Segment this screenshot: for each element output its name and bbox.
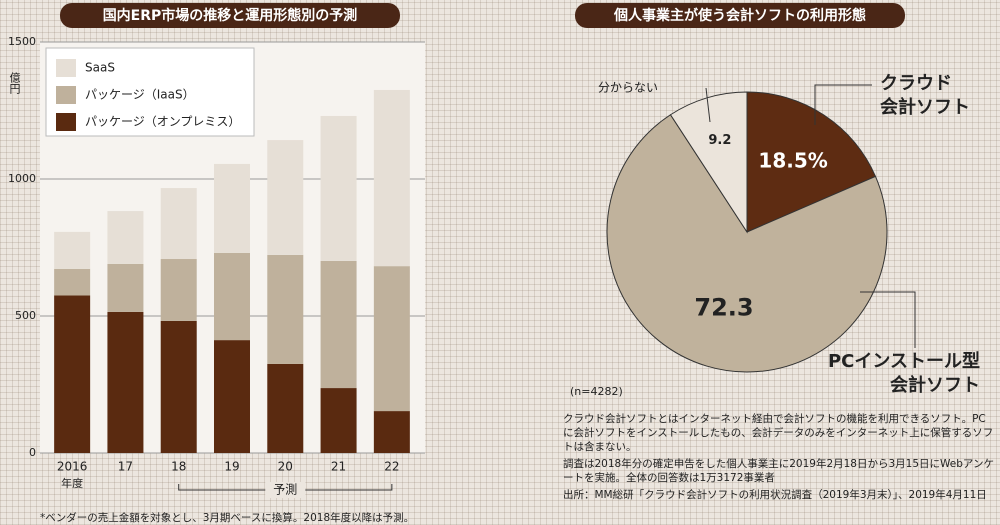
y-tick-label: 1000 bbox=[8, 172, 36, 185]
bar-segment bbox=[54, 268, 91, 296]
x-tick-label: 22 bbox=[384, 460, 399, 474]
category-label: クラウド bbox=[880, 73, 952, 94]
bar-segment bbox=[214, 252, 250, 341]
bar-segment bbox=[267, 363, 304, 453]
bar-segment bbox=[320, 115, 357, 261]
value-label: 18.5% bbox=[758, 148, 827, 172]
callout-line bbox=[705, 87, 711, 123]
y-tick-label: 500 bbox=[15, 309, 36, 322]
chart-title: 個人事業主が使う会計ソフトの利用形態 bbox=[613, 7, 866, 24]
bar-segment bbox=[107, 311, 144, 453]
sample-size: (n=4282) bbox=[570, 385, 623, 398]
category-label: PCインストール型 bbox=[828, 350, 980, 372]
legend-box bbox=[45, 47, 255, 137]
bar-segment bbox=[267, 254, 304, 364]
bar-segment bbox=[160, 320, 197, 453]
title-pill bbox=[575, 3, 905, 28]
bar-segment bbox=[54, 295, 91, 453]
bar-segment bbox=[320, 388, 357, 453]
bar-segment bbox=[160, 188, 197, 260]
bar-segment bbox=[373, 411, 410, 453]
bar-segment bbox=[373, 266, 410, 412]
bar-segment bbox=[160, 259, 197, 321]
note: 出所：MM総研「クラウド会計ソフトの利用状況調査（2019年3月末）」、2019… bbox=[563, 489, 987, 501]
legend-swatch bbox=[56, 113, 76, 131]
notes: クラウド会計ソフトとはインターネット経由で会計ソフトの機能を利用できるソフト。P… bbox=[563, 412, 995, 505]
bar-segment bbox=[373, 89, 410, 267]
pie-slice bbox=[746, 91, 877, 233]
title-pill bbox=[60, 3, 400, 28]
bar-segment bbox=[54, 231, 91, 269]
legend-label: SaaS bbox=[85, 61, 115, 75]
bar-segment bbox=[267, 140, 304, 255]
year-label: 年度 bbox=[61, 476, 83, 490]
legend-label: パッケージ（IaaS） bbox=[85, 88, 195, 102]
category-label: 分からない bbox=[598, 81, 658, 95]
bar-segment bbox=[107, 263, 144, 312]
bar-segment bbox=[214, 340, 250, 453]
forecast-bg bbox=[265, 482, 306, 498]
x-tick-label: 18 bbox=[171, 460, 186, 474]
legend-label: パッケージ（オンプレミス） bbox=[85, 115, 240, 129]
note: クラウド会計ソフトとはインターネット経由で会計ソフトの機能を利用できるソフト。P… bbox=[563, 413, 994, 453]
y-unit: 億円 bbox=[8, 72, 21, 95]
y-tick-label: 0 bbox=[29, 446, 36, 459]
x-tick-label: 21 bbox=[331, 460, 346, 474]
x-tick-label: 19 bbox=[224, 460, 239, 474]
legend-swatch bbox=[56, 59, 76, 77]
callout-line bbox=[860, 291, 916, 348]
x-tick-label: 2016 bbox=[57, 460, 88, 474]
x-tick-label: 20 bbox=[278, 460, 293, 474]
footnote: *ベンダーの売上金額を対象とし、3月期ベースに換算。2018年度以降は予測。 bbox=[40, 512, 415, 524]
forecast-label: 予測 bbox=[273, 483, 297, 497]
pie-slice bbox=[606, 114, 888, 373]
value-label: 9.2 bbox=[708, 133, 731, 148]
legend-swatch bbox=[56, 86, 76, 104]
y-tick-label: 1500 bbox=[8, 35, 36, 48]
chart-title: 国内ERP市場の推移と運用形態別の予測 bbox=[103, 7, 358, 24]
category-label: 会計ソフト bbox=[880, 96, 970, 118]
bar-segment bbox=[214, 163, 250, 253]
bar-segment bbox=[107, 211, 144, 264]
x-tick-label: 17 bbox=[118, 460, 133, 474]
category-label: 会計ソフト bbox=[890, 374, 980, 396]
value-label: 72.3 bbox=[694, 293, 753, 321]
callout-line bbox=[814, 84, 872, 125]
note: 調査は2018年分の確定申告をした個人事業主に2019年2月18日から3月15日… bbox=[563, 458, 994, 484]
bar-segment bbox=[320, 260, 357, 389]
